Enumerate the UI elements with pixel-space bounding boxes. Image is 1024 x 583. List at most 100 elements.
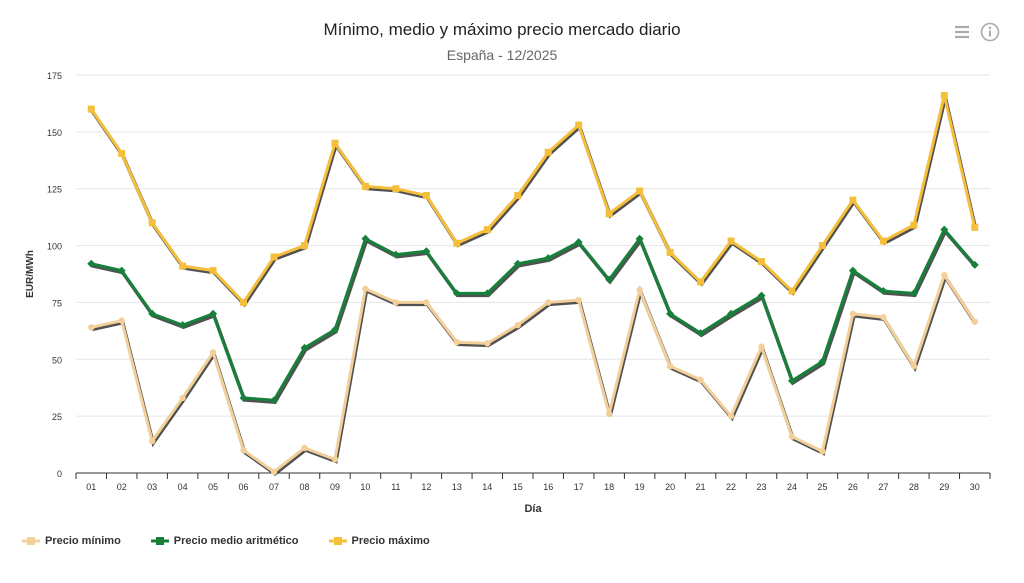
data-point	[727, 412, 735, 420]
data-point	[118, 149, 126, 157]
legend-label: Precio máximo	[351, 535, 430, 547]
data-point	[697, 376, 704, 383]
y-tick-label: 25	[52, 412, 62, 422]
x-tick-label: 02	[117, 482, 127, 492]
x-tick-label: 19	[635, 482, 645, 492]
series-shadow	[91, 273, 978, 477]
info-icon[interactable]	[980, 22, 1000, 42]
data-point	[422, 247, 431, 256]
data-point	[240, 298, 248, 306]
data-point	[331, 139, 339, 147]
legend-item[interactable]: Precio medio aritmético	[150, 535, 299, 547]
data-point	[758, 343, 765, 350]
legend-item[interactable]: Precio mínimo	[22, 535, 121, 547]
chart-title: Mínimo, medio y máximo precio mercado di…	[323, 20, 681, 39]
data-point	[545, 299, 552, 306]
x-tick-label: 11	[391, 482, 400, 492]
series-shadow	[90, 97, 978, 308]
data-point	[635, 234, 644, 243]
data-point	[423, 299, 430, 306]
data-point	[118, 317, 125, 324]
y-tick-label: 125	[47, 185, 62, 195]
data-point	[301, 444, 308, 452]
series-shadow	[91, 228, 978, 405]
data-point	[970, 260, 979, 269]
data-point	[209, 267, 217, 275]
x-tick-label: 13	[452, 482, 462, 492]
data-point	[361, 234, 370, 243]
x-tick-label: 18	[604, 482, 614, 492]
data-point	[330, 325, 339, 334]
data-point	[178, 321, 187, 330]
data-point	[910, 362, 918, 370]
data-point	[848, 266, 857, 275]
data-point	[575, 296, 582, 304]
chart-subtitle: España - 12/2025	[446, 47, 558, 63]
x-axis-label: Día	[524, 503, 542, 515]
data-point	[909, 289, 918, 298]
data-point	[514, 192, 522, 200]
data-point	[880, 314, 887, 321]
y-tick-label: 75	[52, 298, 62, 308]
legend: Precio mínimo Precio medio aritmético Prec…	[22, 535, 430, 547]
series-line	[90, 226, 976, 402]
data-point	[148, 437, 156, 445]
x-tick-label: 14	[482, 482, 492, 492]
data-point	[666, 248, 674, 256]
data-point	[391, 250, 400, 259]
x-tick-label: 25	[817, 482, 827, 492]
legend-marker-icon	[22, 537, 40, 545]
data-point	[758, 257, 765, 265]
data-point	[940, 225, 949, 234]
x-tick-label: 16	[543, 482, 553, 492]
data-point	[941, 271, 948, 279]
x-tick-label: 05	[208, 482, 218, 492]
data-point	[971, 223, 979, 231]
data-point	[666, 362, 674, 370]
data-point	[148, 309, 157, 318]
data-point	[819, 448, 826, 455]
data-point	[666, 309, 675, 318]
hamburger-menu-icon[interactable]	[952, 22, 972, 42]
y-tick-label: 175	[47, 71, 62, 81]
data-point	[757, 291, 766, 300]
data-point	[179, 262, 187, 270]
data-point	[544, 148, 552, 156]
x-tick-label: 28	[909, 482, 919, 492]
data-point	[300, 343, 309, 352]
data-point	[910, 221, 918, 229]
data-point	[148, 219, 156, 227]
data-point	[940, 91, 948, 99]
data-point	[87, 259, 96, 268]
y-tick-label: 150	[47, 128, 62, 138]
data-point	[605, 410, 613, 418]
legend-item[interactable]: Precio máximo	[328, 535, 430, 547]
data-point	[88, 324, 95, 331]
x-tick-label: 24	[787, 482, 797, 492]
x-tick-label: 22	[726, 482, 736, 492]
data-point	[239, 393, 248, 402]
y-tick-label: 0	[57, 469, 62, 479]
data-point	[484, 340, 491, 347]
x-tick-label: 01	[86, 482, 96, 492]
data-point	[270, 253, 278, 261]
legend-marker-icon	[150, 537, 169, 545]
legend-marker-icon	[328, 537, 347, 545]
data-point	[788, 287, 796, 295]
x-tick-label: 20	[665, 482, 675, 492]
x-tick-label: 03	[147, 482, 157, 492]
data-point	[361, 182, 369, 190]
data-point	[696, 329, 705, 338]
x-tick-label: 07	[269, 482, 279, 492]
data-point	[240, 447, 247, 454]
data-point	[849, 310, 857, 317]
y-axis-label: EUR/MWh	[25, 250, 36, 298]
series-0	[88, 271, 978, 477]
data-point	[636, 286, 643, 294]
series-1	[87, 225, 979, 405]
data-point	[362, 285, 369, 292]
x-tick-label: 06	[239, 482, 249, 492]
data-point	[209, 309, 218, 318]
data-point	[87, 105, 95, 113]
